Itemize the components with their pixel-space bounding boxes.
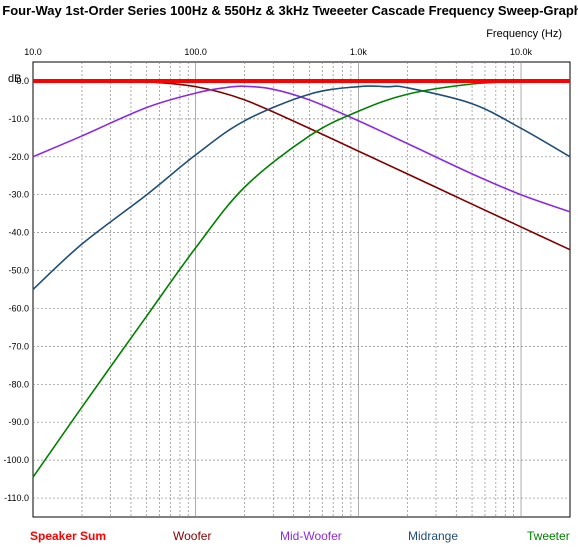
y-tick-label: -100.0 [3, 455, 29, 465]
legend-label-mid-woofer: Mid-Woofer [280, 529, 342, 543]
x-tick-labels: 10.0 100.0 1.0k 10.0k [24, 47, 532, 57]
legend-label-woofer: Woofer [173, 529, 211, 543]
y-tick-label: 0.0 [16, 76, 29, 86]
legend: Speaker Sum Woofer Mid-Woofer Midrange Tweet… [30, 529, 570, 543]
y-tick-label: -10.0 [8, 114, 29, 124]
series-line-woofer [110, 80, 571, 251]
y-tick-label: -70.0 [8, 341, 29, 351]
data-series [32, 78, 571, 478]
plot-area [32, 61, 571, 518]
x-tick-label: 100.0 [184, 47, 207, 57]
y-tick-label: -90.0 [8, 417, 29, 427]
x-tick-label: 10.0k [510, 47, 533, 57]
x-tick-label: 1.0k [350, 47, 368, 57]
y-axis-label: dB [8, 73, 21, 85]
chart-title: Four-Way 1st-Order Series 100Hz & 550Hz … [2, 3, 578, 18]
legend-label-tweeter: Tweeter [527, 529, 570, 543]
y-tick-label: -40.0 [8, 228, 29, 238]
legend-label-midrange: Midrange [408, 529, 458, 543]
y-tick-label: -60.0 [8, 303, 29, 313]
series-line-tweeter [32, 80, 571, 478]
x-axis-label: Frequency (Hz) [486, 28, 562, 40]
y-tick-label: -110.0 [4, 493, 29, 503]
y-tick-label: -80.0 [8, 379, 29, 389]
legend-label-speaker-sum: Speaker Sum [30, 529, 106, 543]
y-tick-label: -20.0 [8, 152, 29, 162]
series-line-mid-woofer [32, 85, 571, 213]
y-tick-label: -50.0 [8, 266, 29, 276]
y-tick-label: -30.0 [8, 190, 29, 200]
y-tick-labels: 0.0 -10.0 -20.0 -30.0 -40.0 -50.0 -60.0 -70.0 -8… [3, 76, 29, 503]
x-tick-label: 10.0 [24, 47, 42, 57]
series-line-midrange [32, 85, 571, 291]
